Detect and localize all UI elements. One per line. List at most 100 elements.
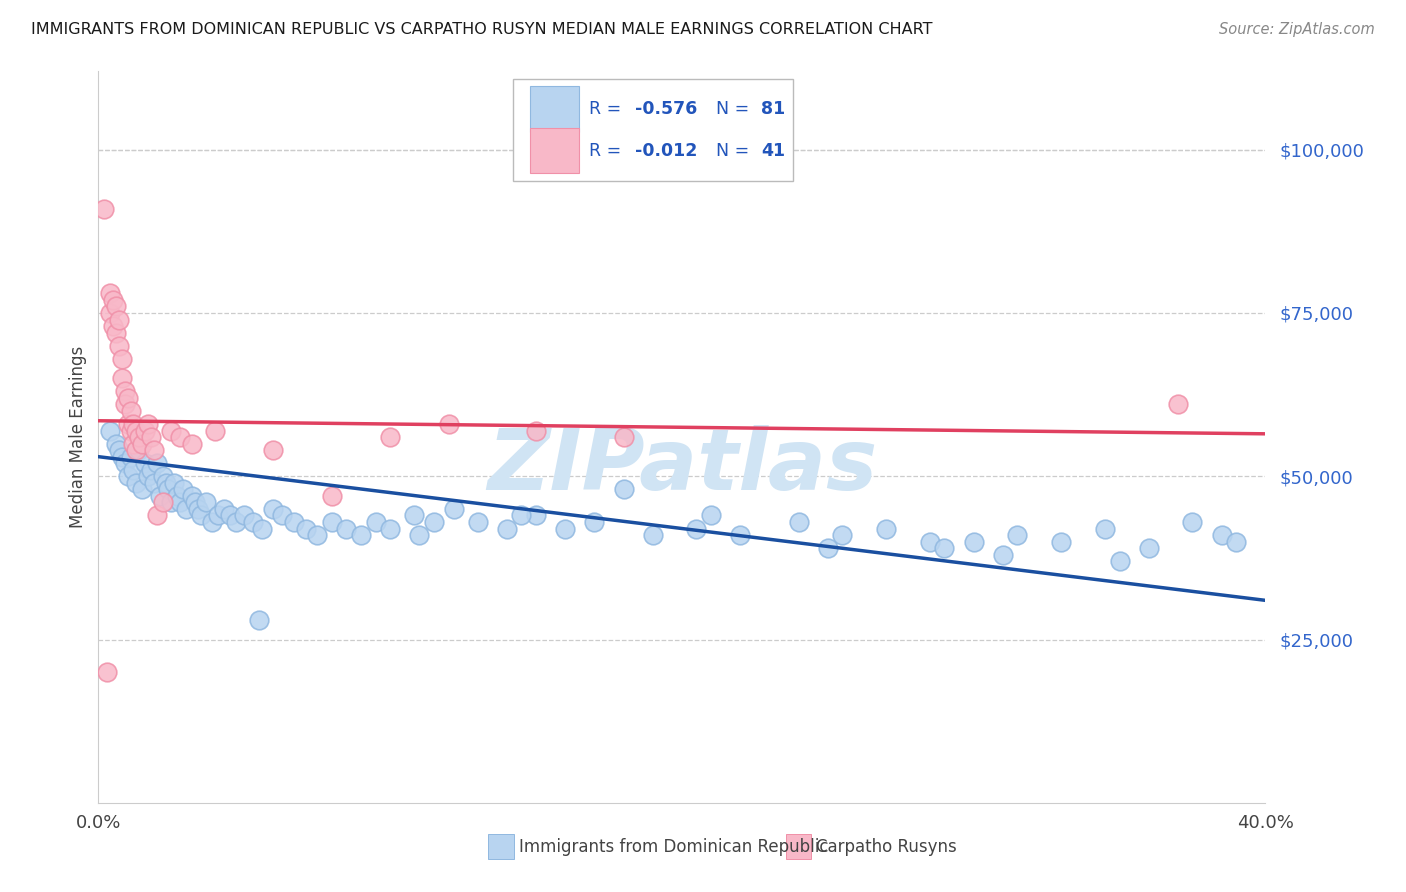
Point xyxy=(134,456,156,470)
Point xyxy=(166,489,188,503)
Point xyxy=(139,463,162,477)
Point xyxy=(128,443,150,458)
Text: 81: 81 xyxy=(761,100,786,118)
Point xyxy=(157,483,180,497)
Point xyxy=(169,430,191,444)
FancyBboxPatch shape xyxy=(530,87,579,132)
Text: -0.012: -0.012 xyxy=(636,142,697,160)
Point xyxy=(1007,528,1029,542)
Point xyxy=(142,475,165,490)
Point xyxy=(183,495,205,509)
Point xyxy=(294,521,316,535)
Point xyxy=(1050,534,1073,549)
Point xyxy=(700,508,723,523)
Point xyxy=(554,521,576,535)
Point xyxy=(321,515,343,529)
Point xyxy=(101,319,124,334)
Text: N =: N = xyxy=(706,100,755,118)
Point xyxy=(122,436,145,450)
Point xyxy=(125,424,148,438)
Point xyxy=(104,436,127,450)
Point xyxy=(787,515,810,529)
FancyBboxPatch shape xyxy=(513,78,793,181)
Point xyxy=(131,483,153,497)
Point xyxy=(402,508,425,523)
Point xyxy=(122,463,145,477)
Point xyxy=(104,326,127,340)
Point xyxy=(1211,528,1233,542)
Point xyxy=(467,515,489,529)
Point xyxy=(991,548,1014,562)
Point xyxy=(817,541,839,555)
Text: Carpatho Rusyns: Carpatho Rusyns xyxy=(815,838,957,855)
Point xyxy=(730,528,752,542)
Point xyxy=(101,293,124,307)
Point xyxy=(169,495,191,509)
Point xyxy=(612,483,634,497)
Point xyxy=(918,534,941,549)
Point xyxy=(247,613,270,627)
Point xyxy=(174,502,197,516)
FancyBboxPatch shape xyxy=(530,128,579,173)
Point xyxy=(641,528,664,542)
Point xyxy=(155,475,177,490)
Text: R =: R = xyxy=(589,100,626,118)
Point xyxy=(195,495,218,509)
Text: N =: N = xyxy=(706,142,755,160)
Point xyxy=(152,469,174,483)
Text: IMMIGRANTS FROM DOMINICAN REPUBLIC VS CARPATHO RUSYN MEDIAN MALE EARNINGS CORREL: IMMIGRANTS FROM DOMINICAN REPUBLIC VS CA… xyxy=(31,22,932,37)
Point xyxy=(207,508,229,523)
Point xyxy=(962,534,984,549)
Point xyxy=(136,417,159,431)
Point xyxy=(128,430,150,444)
Point xyxy=(111,371,134,385)
Point xyxy=(496,521,519,535)
Point xyxy=(233,508,256,523)
Point xyxy=(172,483,194,497)
Point xyxy=(510,508,533,523)
Point xyxy=(1181,515,1204,529)
FancyBboxPatch shape xyxy=(786,834,811,859)
FancyBboxPatch shape xyxy=(488,834,513,859)
Point xyxy=(96,665,118,680)
Text: 41: 41 xyxy=(761,142,786,160)
Text: Source: ZipAtlas.com: Source: ZipAtlas.com xyxy=(1219,22,1375,37)
Point xyxy=(111,450,134,464)
Point xyxy=(131,436,153,450)
Point xyxy=(93,202,115,216)
Point xyxy=(190,508,212,523)
Y-axis label: Median Male Earnings: Median Male Earnings xyxy=(69,346,87,528)
Point xyxy=(114,397,136,411)
Point xyxy=(122,417,145,431)
Point xyxy=(125,475,148,490)
Point xyxy=(408,528,430,542)
Point xyxy=(180,489,202,503)
Point xyxy=(120,404,142,418)
Point xyxy=(583,515,606,529)
Point xyxy=(242,515,264,529)
Point xyxy=(117,391,139,405)
Point xyxy=(350,528,373,542)
Point xyxy=(108,443,131,458)
Point xyxy=(187,502,209,516)
Point xyxy=(271,508,294,523)
Text: ZIPatlas: ZIPatlas xyxy=(486,425,877,508)
Point xyxy=(160,424,183,438)
Point xyxy=(114,456,136,470)
Point xyxy=(380,521,402,535)
Point xyxy=(875,521,897,535)
Point xyxy=(108,338,131,352)
Point xyxy=(108,312,131,326)
Point xyxy=(117,417,139,431)
Point xyxy=(120,450,142,464)
Point xyxy=(423,515,446,529)
Point xyxy=(1108,554,1130,568)
Point xyxy=(146,456,169,470)
Point xyxy=(934,541,956,555)
Point xyxy=(443,502,465,516)
Point xyxy=(218,508,240,523)
Point xyxy=(142,443,165,458)
Point xyxy=(335,521,357,535)
Point xyxy=(98,424,121,438)
Point xyxy=(160,495,183,509)
